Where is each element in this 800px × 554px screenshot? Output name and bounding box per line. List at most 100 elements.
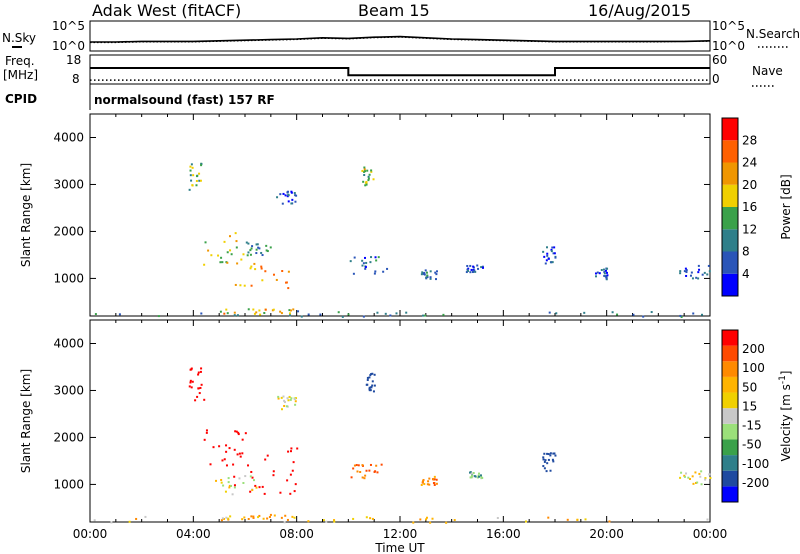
nave-tick-low: 0 (712, 72, 720, 86)
power-pixel (482, 266, 485, 269)
power-pixel (550, 250, 553, 253)
power-pixel (365, 261, 368, 264)
power-pixel (257, 246, 260, 249)
power-pixel (435, 270, 438, 273)
power-region-8 (542, 246, 557, 265)
velocity-pixel (422, 480, 425, 483)
velocity-pixel (423, 483, 426, 486)
velocity-pixel (233, 475, 236, 478)
power-pixel (247, 242, 250, 245)
power-pixel (247, 251, 250, 254)
power-pixel (294, 194, 297, 197)
power-pixel (200, 162, 203, 165)
velocity-pixel (239, 455, 242, 458)
power-pixel (290, 190, 293, 193)
power-pixel (369, 261, 372, 264)
power-pixel (280, 312, 283, 315)
power-pixel (685, 269, 688, 272)
cpid-text: normalsound (fast) 157 RF (94, 93, 275, 107)
velocity-pixel (264, 458, 267, 461)
velocity-pixel (373, 470, 376, 473)
freq-left-unit: [MHz] (3, 68, 38, 82)
velocity-pixel (212, 446, 215, 449)
velocity-pixel (584, 518, 587, 521)
power-pixel (470, 268, 473, 271)
velocity-ytick-label-3: 1000 (53, 477, 84, 491)
power-pixel (233, 311, 236, 314)
power-pixel (281, 202, 284, 205)
velocity-colorbar-label: Velocity [m s-1] (778, 371, 793, 462)
power-pixel (405, 311, 408, 314)
power-pixel (287, 270, 290, 273)
power-pixel (259, 313, 262, 316)
power-pixel (706, 273, 709, 276)
power-pixel (236, 314, 239, 317)
velocity-pixel (435, 478, 438, 481)
power-pixel (372, 178, 375, 181)
velocity-pixel (370, 373, 373, 376)
velocity-pixel (425, 518, 428, 521)
velocity-pixel (426, 483, 429, 486)
power-pixel (424, 269, 427, 272)
velocity-pixel (699, 475, 702, 478)
velocity-pixel (249, 490, 252, 493)
velocity-colorbar-swatch-5 (722, 408, 738, 424)
power-pixel (291, 198, 294, 201)
velocity-pixel (236, 453, 239, 456)
velocity-pixel (685, 472, 688, 475)
power-pixel (229, 249, 232, 252)
velocity-pixel (189, 381, 192, 384)
velocity-pixel (366, 379, 369, 382)
velocity-pixel (355, 464, 358, 467)
power-pixel (258, 309, 261, 312)
power-colorbar-label: Power [dB] (779, 174, 793, 239)
velocity-colorbar-swatch-1 (722, 470, 738, 487)
power-region-12 (219, 308, 295, 316)
power-pixel (395, 312, 398, 315)
velocity-pixel (249, 475, 252, 478)
velocity-pixel (469, 471, 472, 474)
power-pixel (695, 276, 698, 279)
power-pixel (605, 277, 608, 280)
velocity-pixel (433, 475, 436, 478)
velocity-pixel (380, 463, 383, 466)
velocity-pixel (427, 480, 430, 483)
velocity-pixel (368, 388, 371, 391)
velocity-pixel (371, 384, 374, 387)
power-pixel (602, 268, 605, 271)
power-pixel (703, 271, 706, 274)
velocity-pixel (683, 474, 686, 477)
power-pixel (596, 271, 599, 274)
power-pixel (363, 256, 366, 259)
power-ytick-label-1: 3000 (53, 177, 84, 191)
velocity-pixel (333, 520, 336, 523)
power-pixel (228, 235, 231, 238)
power-pixel (261, 254, 264, 257)
velocity-pixel (470, 472, 473, 475)
power-pixel (230, 253, 233, 256)
velocity-pixel (268, 515, 271, 518)
velocity-pixel (229, 515, 232, 518)
velocity-pixel (322, 519, 325, 522)
power-pixel (679, 270, 682, 273)
power-pixel (422, 314, 425, 317)
power-pixel (255, 243, 258, 246)
velocity-colorbar-tick-4: -15 (742, 419, 762, 433)
velocity-pixel (473, 475, 476, 478)
velocity-pixel (247, 464, 250, 467)
velocity-colorbar-swatch-3 (722, 439, 738, 456)
freq-tick-high: 18 (66, 53, 81, 67)
velocity-colorbar-frame (721, 329, 739, 503)
power-pixel (364, 267, 367, 270)
velocity-pixel (373, 384, 376, 387)
power-pixel (466, 264, 469, 267)
velocity-pixel (356, 470, 359, 473)
velocity-pixel (576, 518, 579, 521)
power-pixel (297, 310, 300, 313)
noise-tick-high-right: 10^5 (712, 19, 745, 33)
power-pixel (199, 179, 202, 182)
velocity-colorbar-tick-6: -100 (742, 457, 769, 471)
power-pixel (347, 313, 350, 316)
velocity-pixel (286, 479, 289, 482)
velocity-colorbar-swatch-7 (722, 376, 738, 393)
